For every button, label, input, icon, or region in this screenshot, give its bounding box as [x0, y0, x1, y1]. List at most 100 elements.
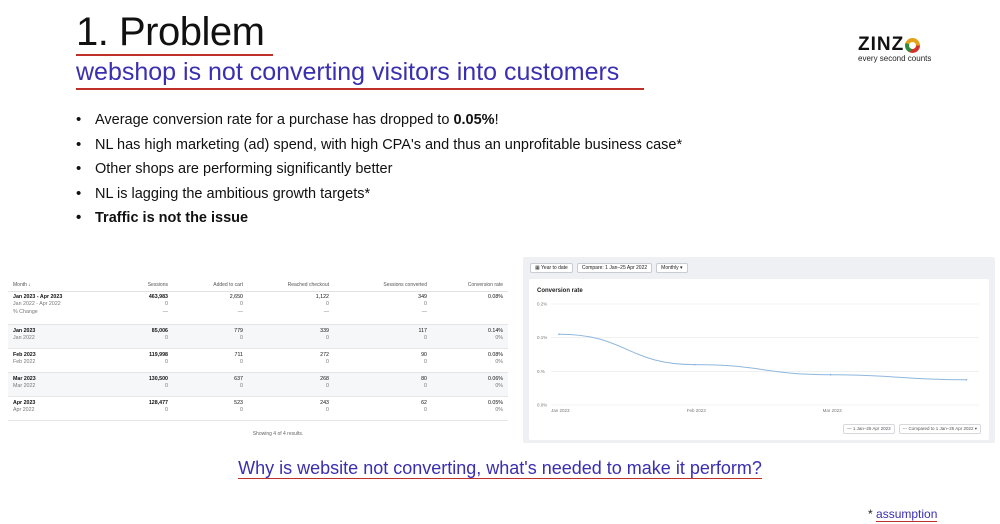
row-comparison: Jan 2022 - Apr 2022 0 0 0 0 — [8, 301, 508, 308]
table-row[interactable]: Apr 2023 128,477 523 243 62 0.05% Apr 2022 0 0 0 0… — [8, 397, 508, 421]
conversion-table: Month ↓ Sessions Added to cart Reached c… — [8, 278, 508, 437]
table-cell: % Change — [13, 308, 38, 315]
zinzo-logo: ZINZ every second counts — [858, 34, 948, 66]
row-comparison: Jan 2022 0 0 0 0 0% — [8, 335, 508, 342]
column-header[interactable]: Sessions — [147, 281, 168, 288]
bullet-item: NL is lagging the ambitious growth targe… — [76, 182, 682, 207]
table-cell: 0.05% — [487, 400, 503, 406]
table-cell: 0.08% — [487, 294, 503, 300]
chevron-down-icon: ▾ — [973, 426, 977, 431]
row-primary: Jan 2023 85,006 779 339 117 0.14% — [8, 328, 508, 335]
legend-current[interactable]: — 1 Jan–25 Apr 2023 — [843, 424, 895, 434]
bullet-item: Other shops are performing significantly… — [76, 157, 682, 182]
table-row[interactable]: Jan 2023 - Apr 2023 463,983 2,650 1,122 349 0… — [8, 292, 508, 325]
table-cell: 119,998 — [149, 352, 168, 358]
chart-legend: — 1 Jan–25 Apr 2023 --- Compared to 1 Ja… — [843, 424, 981, 434]
table-cell: 0 — [424, 407, 427, 414]
table-cell: 0.08% — [487, 352, 503, 358]
bullet-item: Traffic is not the issue — [76, 206, 682, 231]
table-cell: 0 — [326, 359, 329, 366]
table-cell: 90 — [421, 352, 427, 358]
table-cell: 0 — [240, 301, 243, 308]
table-cell: 0 — [165, 335, 168, 342]
table-cell: 0 — [326, 407, 329, 414]
data-point — [558, 333, 560, 336]
table-row[interactable]: Mar 2023 130,500 637 268 80 0.06% Mar 2022 0 0 0 0… — [8, 373, 508, 397]
table-cell: 130,500 — [148, 376, 168, 382]
column-header[interactable]: Reached checkout — [287, 281, 329, 288]
table-cell: 0 — [326, 301, 329, 308]
table-cell: 80 — [421, 376, 427, 382]
data-point — [829, 373, 832, 376]
column-header[interactable]: Added to cart — [213, 281, 243, 288]
table-cell — [427, 309, 503, 316]
data-point — [693, 363, 696, 366]
calendar-icon: ▦ — [535, 265, 542, 271]
row-primary: Jan 2023 - Apr 2023 463,983 2,650 1,122 349 0… — [8, 294, 508, 301]
table-cell: 0 — [424, 335, 427, 342]
table-cell: 0 — [326, 383, 329, 390]
table-cell: 339 — [320, 328, 329, 334]
column-header[interactable]: Conversion rate — [467, 281, 503, 288]
table-cell: 349 — [418, 294, 427, 300]
table-cell: 0 — [165, 301, 168, 308]
column-header[interactable]: Month ↓ — [13, 281, 31, 288]
table-cell: Mar 2022 — [13, 383, 36, 390]
table-cell: 128,477 — [148, 400, 168, 406]
legend-compare[interactable]: --- Compared to 1 Jan–25 Apr 2022 ▾ — [898, 424, 981, 434]
compare-button[interactable]: Compare: 1 Jan–25 Apr 2022 — [576, 263, 653, 273]
interval-select[interactable]: Monthly ▾ — [656, 263, 688, 273]
row-comparison: Mar 2022 0 0 0 0 0% — [8, 383, 508, 390]
table-cell: 0 — [165, 407, 168, 414]
table-row[interactable]: Jan 2023 85,006 779 339 117 0.14% Jan 2022 0 0 0 0… — [8, 325, 508, 349]
table-cell: 0% — [495, 383, 503, 390]
table-cell: 2,650 — [229, 294, 243, 300]
table-cell: — — [162, 308, 168, 315]
table-cell: 0 — [240, 335, 243, 342]
x-tick-label: Feb 2023 — [687, 408, 707, 413]
table-cell: 0 — [240, 359, 243, 366]
table-cell: Apr 2023 — [13, 400, 36, 406]
table-cell: — — [237, 308, 243, 315]
table-cell: Jan 2023 — [13, 328, 36, 334]
conversion-line-chart: 0.2% 0.1% 0.% 0.0% Jan 2023 Feb 2023 Mar 2023 — [537, 302, 979, 413]
key-question: Why is website not converting, what's ne… — [238, 458, 762, 479]
conversion-chart-card: Conversion rate 0.2% 0.1% 0.% 0.0% Jan 2023 F… — [529, 279, 989, 440]
table-cell: — — [421, 308, 427, 315]
table-cell: 711 — [234, 352, 243, 358]
table-cell: 268 — [320, 376, 329, 382]
table-cell: 779 — [234, 328, 243, 334]
row-comparison: % Change — — — — — [8, 309, 508, 316]
table-cell: Apr 2022 — [13, 407, 35, 414]
table-cell: 0.06% — [487, 376, 503, 382]
table-cell: 1,122 — [315, 294, 329, 300]
assumption-footnote: * assumption — [868, 507, 938, 522]
problem-bullets: Average conversion rate for a purchase h… — [76, 108, 682, 231]
table-cell: — — [323, 308, 329, 315]
slide-title: 1. Problem — [76, 10, 265, 54]
x-tick-label: Mar 2023 — [823, 408, 843, 413]
series-line — [558, 333, 967, 381]
table-cell: 463,983 — [148, 294, 168, 300]
table-cell: 0 — [240, 383, 243, 390]
table-cell: 0 — [326, 335, 329, 342]
y-tick-label: 0.2% — [537, 302, 547, 307]
title-underline — [76, 54, 273, 56]
date-range-button[interactable]: ▦ Year to date — [530, 263, 573, 273]
y-tick-label: 0.% — [537, 369, 545, 374]
analytics-toolbar: ▦ Year to date Compare: 1 Jan–25 Apr 202… — [530, 263, 688, 273]
table-cell: Jan 2022 — [13, 335, 35, 342]
table-row[interactable]: Feb 2023 119,998 711 272 90 0.08% Feb 2022 0 0 0 0… — [8, 349, 508, 373]
y-tick-label: 0.1% — [537, 335, 547, 340]
table-cell: Mar 2023 — [13, 376, 36, 382]
table-cell — [427, 301, 503, 308]
column-header[interactable]: Sessions converted — [383, 281, 427, 288]
table-footer: Showing 4 of 4 results. — [252, 431, 304, 437]
table-cell: 0 — [424, 301, 427, 308]
table-cell: 62 — [421, 400, 427, 406]
legend-line-icon: — — [847, 426, 853, 431]
y-tick-label: 0.0% — [537, 403, 547, 408]
table-cell: 272 — [320, 352, 329, 358]
subtitle-underline — [76, 88, 644, 90]
table-cell: 0 — [165, 383, 168, 390]
